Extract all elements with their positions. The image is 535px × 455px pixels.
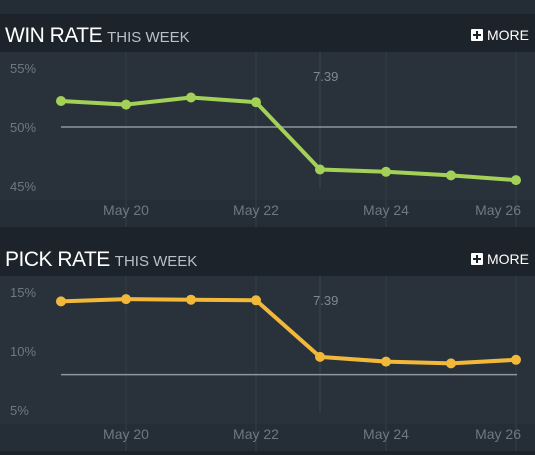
x-tick-label: May 24 (363, 202, 409, 218)
win-rate-chart: 7.39 45% 50% 55% May 20 May 22 May 24 May 26 (0, 52, 535, 227)
data-point (511, 354, 521, 365)
win-rate-more-button[interactable]: MORE (471, 27, 529, 43)
more-label: MORE (487, 27, 529, 43)
win-rate-title-text: WIN RATE (5, 24, 103, 47)
patch-marker-label: 7.39 (313, 293, 338, 308)
y-tick-label: 45% (10, 179, 36, 194)
x-axis-band (0, 424, 535, 451)
patch-marker-label: 7.39 (313, 69, 338, 84)
data-point (381, 356, 391, 367)
x-tick-label: May 22 (233, 202, 279, 218)
series-line (59, 95, 518, 183)
y-tick-label: 50% (10, 120, 36, 135)
data-point (251, 97, 261, 108)
x-tick-label: May 26 (475, 202, 521, 218)
plus-icon (471, 253, 483, 265)
win-rate-chart-panel: 7.39 45% 50% 55% May 20 May 22 May 24 May 26 (0, 52, 535, 227)
top-strip (0, 0, 535, 14)
more-label: MORE (487, 251, 529, 267)
y-tick-label: 55% (10, 61, 36, 76)
win-rate-header: WIN RATE THIS WEEK MORE (0, 14, 535, 52)
x-tick-label: May 20 (103, 426, 149, 442)
pick-rate-title: PICK RATE THIS WEEK (5, 248, 197, 272)
data-point (56, 296, 66, 307)
x-tick-label: May 24 (363, 426, 409, 442)
y-tick-label: 10% (10, 344, 36, 359)
pick-rate-title-text: PICK RATE (5, 248, 110, 271)
data-point (381, 166, 391, 177)
data-point (446, 170, 456, 181)
data-point (251, 295, 261, 306)
pick-rate-subtitle: THIS WEEK (114, 253, 198, 270)
pick-rate-chart-panel: 7.39 5% 10% 15% May 20 May 22 May 24 May 26 (0, 276, 535, 451)
data-point (315, 164, 325, 175)
plus-icon (471, 29, 483, 41)
data-point (315, 351, 325, 362)
y-tick-label: 5% (10, 403, 29, 418)
pick-rate-chart: 7.39 5% 10% 15% May 20 May 22 May 24 May 26 (0, 276, 535, 451)
x-tick-label: May 26 (475, 426, 521, 442)
pick-rate-header: PICK RATE THIS WEEK MORE (0, 238, 535, 276)
y-tick-label: 15% (10, 285, 36, 300)
pick-rate-more-button[interactable]: MORE (471, 251, 529, 267)
x-tick-label: May 22 (233, 426, 279, 442)
series-line (59, 297, 518, 366)
data-point (56, 96, 66, 106)
win-rate-subtitle: THIS WEEK (107, 29, 190, 46)
plot-area (0, 276, 535, 424)
data-point (186, 294, 196, 305)
data-point (446, 358, 456, 369)
x-axis-band (0, 200, 535, 227)
win-rate-title: WIN RATE THIS WEEK (5, 24, 190, 48)
data-point (121, 99, 131, 110)
data-point (511, 175, 521, 186)
data-point (186, 92, 196, 103)
data-point (121, 294, 131, 305)
x-tick-label: May 20 (103, 202, 149, 218)
